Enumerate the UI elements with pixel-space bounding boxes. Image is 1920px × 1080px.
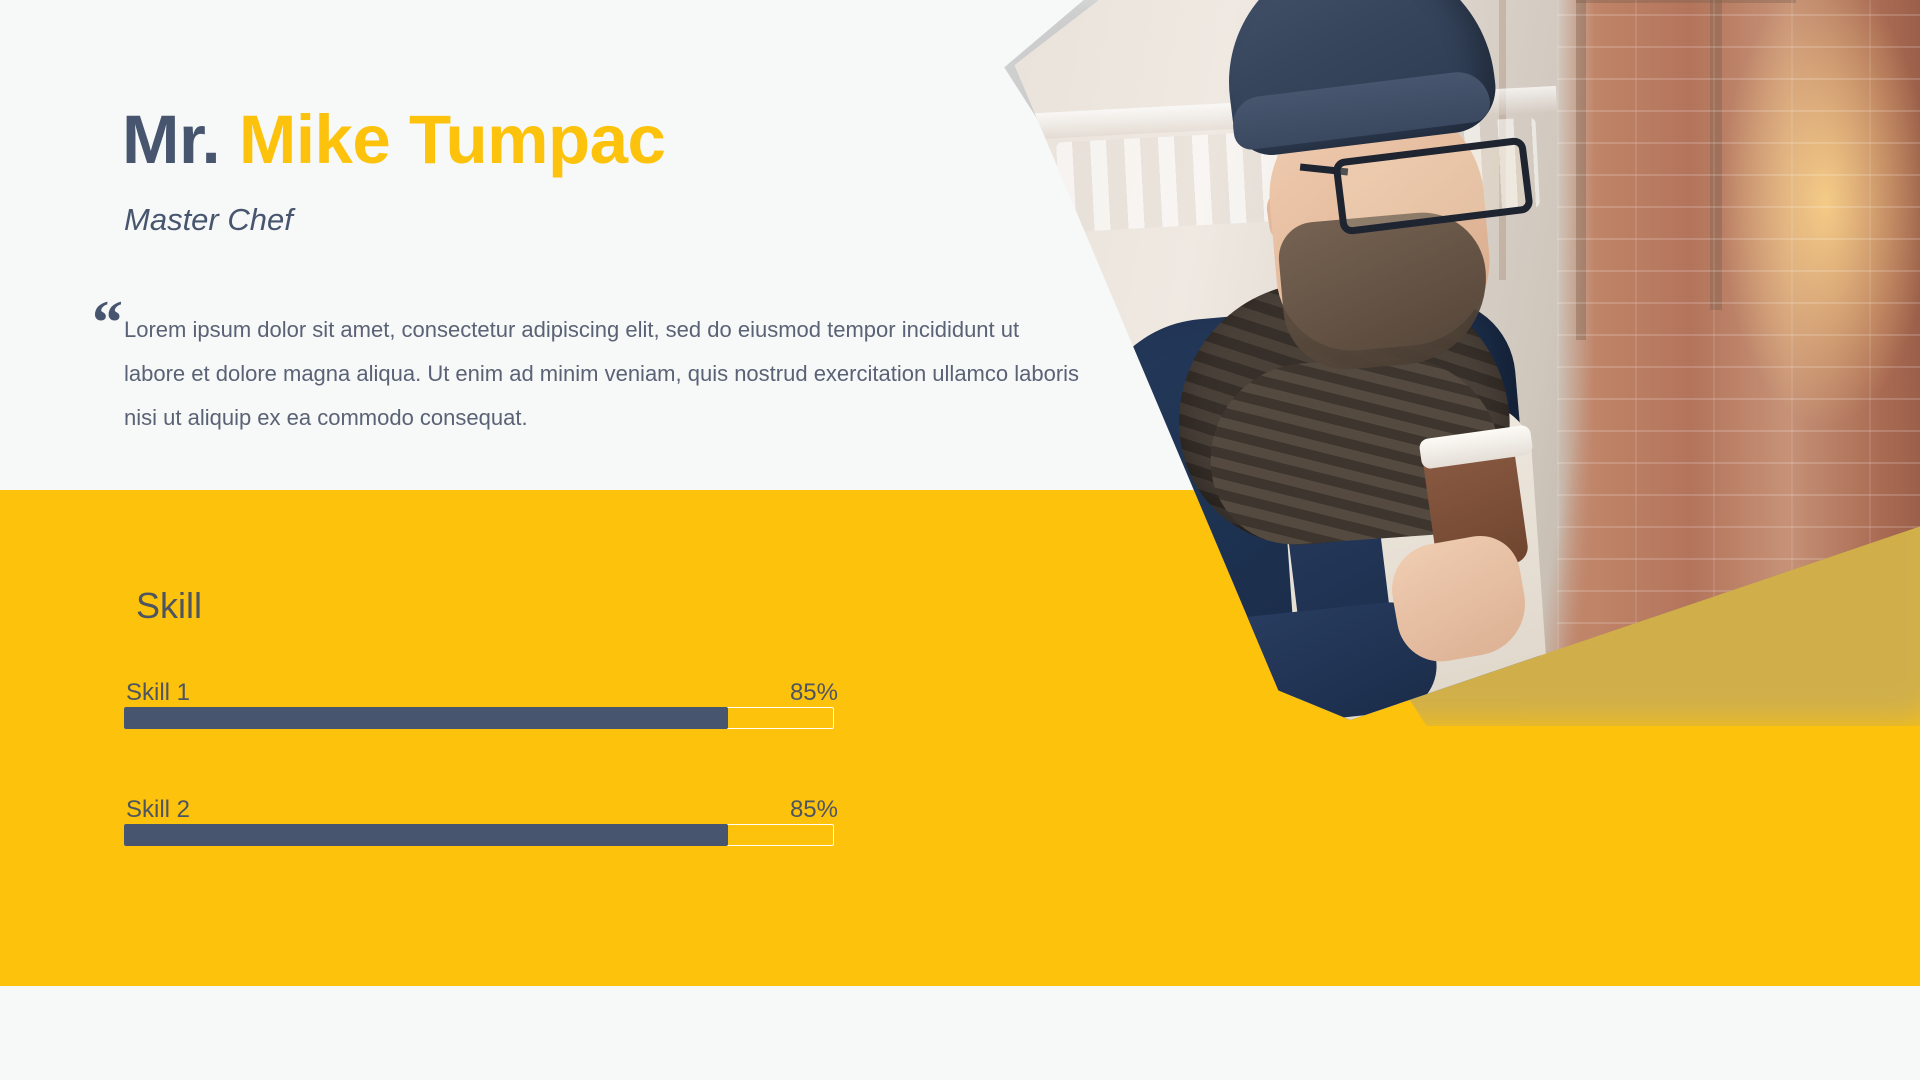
skill-row: Skill 1 85% bbox=[124, 680, 840, 730]
window-frame-right bbox=[1710, 0, 1723, 310]
skill-row: Skill 2 85% bbox=[124, 797, 840, 847]
quote-block: “ Lorem ipsum dolor sit amet, consectetu… bbox=[92, 292, 1092, 440]
skill-label: Skill 2 bbox=[126, 796, 191, 824]
skill-label: Skill 1 bbox=[126, 679, 191, 706]
skill-head: Skill 2 85% bbox=[124, 797, 840, 824]
quote-text: Lorem ipsum dolor sit amet, consectetur … bbox=[124, 317, 1080, 430]
skill-value: 85% bbox=[789, 679, 838, 706]
skill-progress-fill bbox=[124, 824, 728, 847]
skill-progress-fill bbox=[124, 707, 728, 730]
skill-progress-track bbox=[124, 824, 834, 847]
skills-list: Skill 1 85% Skill 2 85% bbox=[124, 680, 840, 847]
skill-head: Skill 1 85% bbox=[124, 680, 840, 707]
skill-progress-track bbox=[124, 707, 834, 730]
page-title: Mr. Mike Tumpac bbox=[122, 105, 666, 174]
window-frame-mid bbox=[1576, 0, 1586, 340]
bottom-background-band bbox=[0, 986, 1920, 1080]
name-main: Mike Tumpac bbox=[238, 101, 666, 178]
job-title: Master Chef bbox=[124, 202, 293, 237]
skills-heading: Skill bbox=[136, 585, 203, 626]
skill-value: 85% bbox=[789, 796, 838, 824]
window-header-bar bbox=[1576, 0, 1796, 3]
name-prefix: Mr. bbox=[122, 101, 221, 178]
quote-mark-icon: “ bbox=[92, 289, 123, 357]
